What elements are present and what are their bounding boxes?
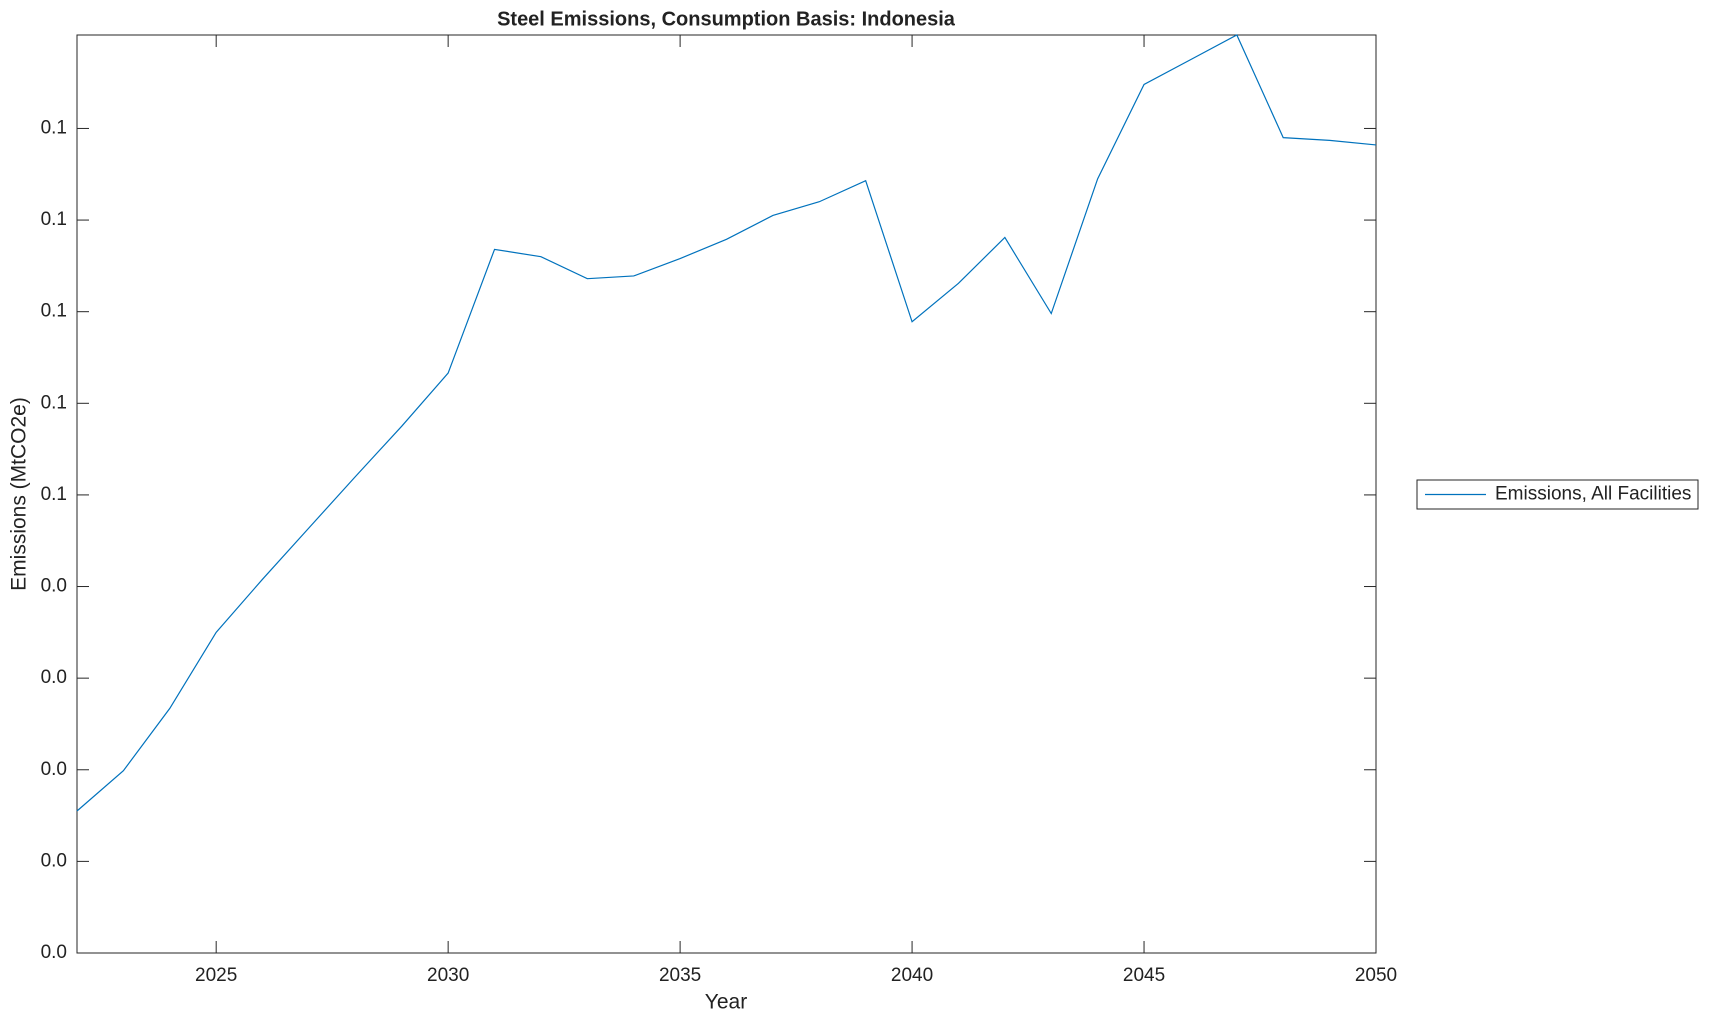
y-tick-label: 0.0 [41, 759, 67, 780]
y-axis-label: Emissions (MtCO2e) [8, 397, 31, 591]
x-tick-label: 2050 [1355, 965, 1397, 986]
plot-frame [76, 34, 1377, 954]
y-tick-label: 0.1 [41, 392, 67, 413]
y-tick-label: 0.0 [41, 667, 67, 688]
legend-label: Emissions, All Facilities [1495, 484, 1691, 505]
x-tick-label: 2035 [659, 965, 701, 986]
y-tick-label: 0.1 [41, 301, 67, 322]
x-axis-label: Year [705, 991, 747, 1014]
chart-title: Steel Emissions, Consumption Basis: Indo… [497, 8, 956, 30]
y-tick-label: 0.0 [41, 576, 67, 597]
line-series [76, 34, 1377, 812]
y-tick-label: 0.1 [41, 484, 67, 505]
y-tick-label: 0.1 [41, 117, 67, 138]
y-tick-label: 0.0 [41, 850, 67, 871]
x-tick-label: 2040 [891, 965, 933, 986]
x-tick-label: 2030 [427, 965, 469, 986]
y-tick-label: 0.0 [41, 942, 67, 963]
y-tick-label: 0.1 [41, 209, 67, 230]
x-tick-label: 2025 [195, 965, 237, 986]
x-tick-label: 2045 [1123, 965, 1165, 986]
